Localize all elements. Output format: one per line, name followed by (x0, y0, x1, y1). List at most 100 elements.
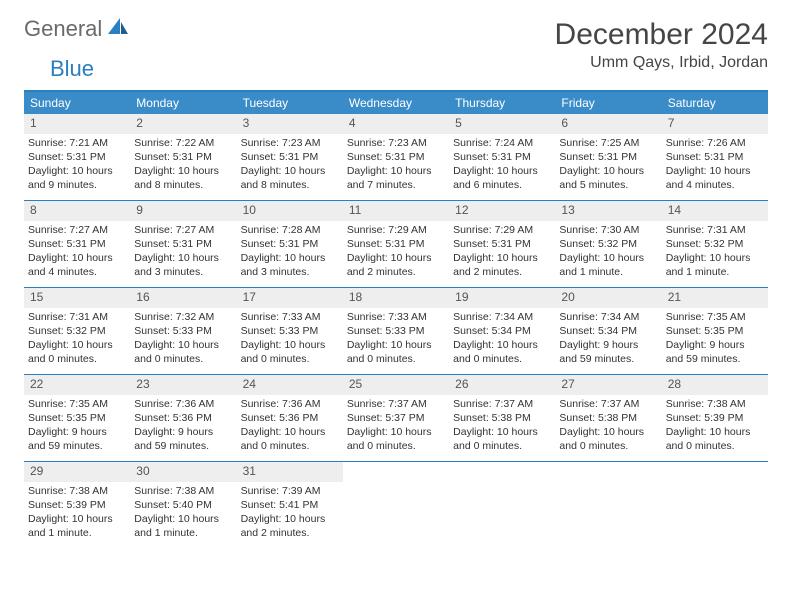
weeks-container: 1Sunrise: 7:21 AMSunset: 5:31 PMDaylight… (24, 114, 768, 548)
day-cell: 1Sunrise: 7:21 AMSunset: 5:31 PMDaylight… (24, 114, 130, 200)
week-row: 8Sunrise: 7:27 AMSunset: 5:31 PMDaylight… (24, 200, 768, 287)
day-number: 28 (662, 375, 768, 395)
day-body: Sunrise: 7:23 AMSunset: 5:31 PMDaylight:… (237, 134, 343, 197)
sunrise-line: Sunrise: 7:27 AM (134, 223, 232, 237)
daylight-line: Daylight: 10 hours and 1 minute. (666, 251, 764, 279)
sunset-line: Sunset: 5:39 PM (666, 411, 764, 425)
day-number: 26 (449, 375, 555, 395)
sunrise-line: Sunrise: 7:34 AM (453, 310, 551, 324)
day-body: Sunrise: 7:33 AMSunset: 5:33 PMDaylight:… (343, 308, 449, 371)
daylight-line: Daylight: 10 hours and 0 minutes. (241, 338, 339, 366)
sunset-line: Sunset: 5:31 PM (559, 150, 657, 164)
day-cell: 2Sunrise: 7:22 AMSunset: 5:31 PMDaylight… (130, 114, 236, 200)
day-cell: 28 Sunrise: 7:38 AMSunset: 5:39 PMDayligh… (662, 375, 768, 461)
sunrise-line: Sunrise: 7:34 AM (559, 310, 657, 324)
day-body: Sunrise: 7:38 AMSunset: 5:39 PMDaylight:… (24, 482, 130, 545)
sunrise-line: Sunrise: 7:28 AM (241, 223, 339, 237)
day-number: 7 (662, 114, 768, 134)
sunrise-line: Sunrise: 7:29 AM (347, 223, 445, 237)
day-body: Sunrise: 7:26 AMSunset: 5:31 PMDaylight:… (662, 134, 768, 197)
daylight-line: Daylight: 10 hours and 1 minute. (28, 512, 126, 540)
day-number: 2 (130, 114, 236, 134)
day-cell: 25Sunrise: 7:37 AMSunset: 5:37 PMDayligh… (343, 375, 449, 461)
day-body: Sunrise: 7:37 AMSunset: 5:37 PMDaylight:… (343, 395, 449, 458)
weekday-header: Thursday (449, 92, 555, 114)
sunset-line: Sunset: 5:34 PM (559, 324, 657, 338)
sunset-line: Sunset: 5:33 PM (241, 324, 339, 338)
day-number: 17 (237, 288, 343, 308)
day-cell: 31Sunrise: 7:39 AMSunset: 5:41 PMDayligh… (237, 462, 343, 548)
sunset-line: Sunset: 5:36 PM (134, 411, 232, 425)
daylight-line: Daylight: 10 hours and 6 minutes. (453, 164, 551, 192)
sail-icon (106, 16, 130, 36)
sunrise-line: Sunrise: 7:38 AM (28, 484, 126, 498)
sunrise-line: Sunrise: 7:31 AM (28, 310, 126, 324)
day-cell: 9Sunrise: 7:27 AMSunset: 5:31 PMDaylight… (130, 201, 236, 287)
day-body: Sunrise: 7:31 AMSunset: 5:32 PMDaylight:… (24, 308, 130, 371)
day-cell (555, 462, 661, 548)
sunrise-line: Sunrise: 7:21 AM (28, 136, 126, 150)
sunset-line: Sunset: 5:31 PM (28, 150, 126, 164)
sunrise-line: Sunrise: 7:27 AM (28, 223, 126, 237)
day-cell: 29Sunrise: 7:38 AMSunset: 5:39 PMDayligh… (24, 462, 130, 548)
day-cell (449, 462, 555, 548)
daylight-line: Daylight: 10 hours and 4 minutes. (666, 164, 764, 192)
sunset-line: Sunset: 5:41 PM (241, 498, 339, 512)
daylight-line: Daylight: 10 hours and 8 minutes. (134, 164, 232, 192)
day-number: 29 (24, 462, 130, 482)
day-body: Sunrise: 7:37 AMSunset: 5:38 PMDaylight:… (449, 395, 555, 458)
day-number: 23 (130, 375, 236, 395)
day-cell: 23Sunrise: 7:36 AMSunset: 5:36 PMDayligh… (130, 375, 236, 461)
day-cell: 6Sunrise: 7:25 AMSunset: 5:31 PMDaylight… (555, 114, 661, 200)
day-body: Sunrise: 7:36 AMSunset: 5:36 PMDaylight:… (130, 395, 236, 458)
sunset-line: Sunset: 5:33 PM (347, 324, 445, 338)
sunrise-line: Sunrise: 7:35 AM (28, 397, 126, 411)
day-cell: 22Sunrise: 7:35 AMSunset: 5:35 PMDayligh… (24, 375, 130, 461)
daylight-line: Daylight: 10 hours and 2 minutes. (241, 512, 339, 540)
day-number: 30 (130, 462, 236, 482)
sunset-line: Sunset: 5:35 PM (666, 324, 764, 338)
day-number: 10 (237, 201, 343, 221)
daylight-line: Daylight: 10 hours and 3 minutes. (134, 251, 232, 279)
sunrise-line: Sunrise: 7:37 AM (347, 397, 445, 411)
day-cell: 26Sunrise: 7:37 AMSunset: 5:38 PMDayligh… (449, 375, 555, 461)
day-number: 24 (237, 375, 343, 395)
sunset-line: Sunset: 5:31 PM (453, 237, 551, 251)
daylight-line: Daylight: 10 hours and 0 minutes. (347, 338, 445, 366)
day-cell: 14Sunrise: 7:31 AMSunset: 5:32 PMDayligh… (662, 201, 768, 287)
day-body: Sunrise: 7:30 AMSunset: 5:32 PMDaylight:… (555, 221, 661, 284)
day-body: Sunrise: 7:35 AMSunset: 5:35 PMDaylight:… (24, 395, 130, 458)
day-body: Sunrise: 7:39 AMSunset: 5:41 PMDaylight:… (237, 482, 343, 545)
sunrise-line: Sunrise: 7:24 AM (453, 136, 551, 150)
day-number: 15 (24, 288, 130, 308)
sunset-line: Sunset: 5:34 PM (453, 324, 551, 338)
sunset-line: Sunset: 5:31 PM (347, 237, 445, 251)
weekday-header-row: SundayMondayTuesdayWednesdayThursdayFrid… (24, 92, 768, 114)
brand-word-2: Blue (50, 56, 94, 81)
daylight-line: Daylight: 10 hours and 0 minutes. (666, 425, 764, 453)
day-body: Sunrise: 7:36 AMSunset: 5:36 PMDaylight:… (237, 395, 343, 458)
daylight-line: Daylight: 10 hours and 0 minutes. (453, 425, 551, 453)
daylight-line: Daylight: 10 hours and 3 minutes. (241, 251, 339, 279)
sunset-line: Sunset: 5:36 PM (241, 411, 339, 425)
sunset-line: Sunset: 5:32 PM (666, 237, 764, 251)
sunrise-line: Sunrise: 7:23 AM (347, 136, 445, 150)
daylight-line: Daylight: 9 hours and 59 minutes. (666, 338, 764, 366)
sunset-line: Sunset: 5:33 PM (134, 324, 232, 338)
weekday-header: Wednesday (343, 92, 449, 114)
day-number: 20 (555, 288, 661, 308)
sunrise-line: Sunrise: 7:38 AM (666, 397, 764, 411)
daylight-line: Daylight: 10 hours and 9 minutes. (28, 164, 126, 192)
sunrise-line: Sunrise: 7:33 AM (347, 310, 445, 324)
day-number: 4 (343, 114, 449, 134)
day-number: 14 (662, 201, 768, 221)
sunset-line: Sunset: 5:31 PM (28, 237, 126, 251)
daylight-line: Daylight: 10 hours and 2 minutes. (453, 251, 551, 279)
daylight-line: Daylight: 10 hours and 1 minute. (559, 251, 657, 279)
sunset-line: Sunset: 5:31 PM (134, 237, 232, 251)
day-body: Sunrise: 7:34 AMSunset: 5:34 PMDaylight:… (555, 308, 661, 371)
day-body: Sunrise: 7:22 AMSunset: 5:31 PMDaylight:… (130, 134, 236, 197)
sunrise-line: Sunrise: 7:26 AM (666, 136, 764, 150)
day-cell (343, 462, 449, 548)
day-cell: 27Sunrise: 7:37 AMSunset: 5:38 PMDayligh… (555, 375, 661, 461)
